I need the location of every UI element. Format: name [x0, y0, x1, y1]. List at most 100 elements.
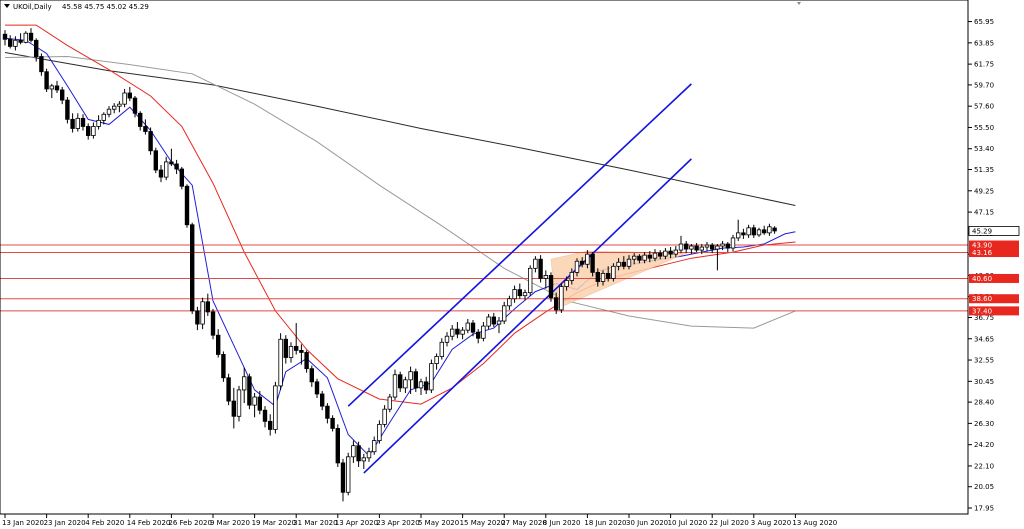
candle-body	[694, 245, 699, 251]
level-price-label: 40.60	[972, 275, 992, 283]
level-price-label: 38.60	[972, 295, 992, 303]
candle-body	[767, 226, 772, 234]
channel-lower-line	[363, 158, 692, 474]
candle-body	[637, 255, 642, 261]
y-tick-label: 36.75	[974, 314, 994, 322]
y-tick-label: 22.10	[974, 462, 994, 470]
candle-body	[226, 377, 231, 402]
candle-body	[325, 405, 330, 419]
candle-body	[189, 224, 195, 312]
candle-body	[465, 322, 470, 331]
candle-body	[429, 363, 434, 391]
plot-frame	[0, 0, 969, 515]
candle-body	[387, 396, 392, 410]
y-tick-label: 61.75	[974, 61, 994, 69]
candle-body	[434, 356, 439, 364]
candle-body	[569, 271, 574, 281]
candle-body	[481, 325, 486, 339]
candle-body	[470, 322, 476, 333]
candle-body	[356, 445, 361, 462]
candle-body	[600, 272, 606, 282]
x-tick-label: 19 Mar 2020	[252, 519, 296, 527]
candle-body	[345, 456, 351, 493]
dropdown-triangle-icon[interactable]	[4, 4, 10, 8]
candle-body	[444, 335, 450, 343]
candle-body	[720, 243, 725, 247]
candle-body	[632, 255, 637, 260]
y-tick-label: 30.45	[974, 378, 994, 386]
candle-body	[153, 150, 158, 171]
candle-body	[65, 99, 70, 120]
candle-body	[554, 297, 559, 311]
candle-body	[449, 328, 455, 337]
chart-shift-marker-icon	[797, 2, 801, 5]
candle-body	[668, 250, 673, 255]
candle-body	[75, 117, 80, 129]
candle-body	[278, 338, 283, 387]
x-tick-label: 13 Apr 2020	[335, 519, 378, 527]
x-tick-label: 3 Aug 2020	[751, 519, 791, 527]
candle-body	[2, 33, 8, 40]
candle-body	[730, 237, 736, 249]
x-tick-label: 13 Aug 2020	[792, 519, 837, 527]
channel-upper-line	[347, 83, 692, 407]
candle-body	[299, 350, 304, 353]
candle-body	[137, 112, 143, 127]
candle-body	[117, 103, 122, 107]
candle-body	[91, 126, 96, 136]
candle-body	[80, 117, 86, 127]
candle-body	[205, 301, 210, 313]
x-tick-label: 23 Jan 2020	[44, 519, 86, 527]
y-tick-label: 20.05	[974, 483, 994, 491]
candle-body	[715, 245, 720, 250]
x-tick-label: 13 Jan 2020	[2, 519, 44, 527]
candle-body	[184, 185, 190, 226]
x-tick-label: 9 Mar 2020	[210, 519, 250, 527]
candle-body	[392, 374, 398, 398]
candle-body	[486, 316, 491, 327]
y-tick-label: 26.30	[974, 420, 994, 428]
candle-body	[293, 345, 299, 351]
candle-body	[215, 334, 221, 355]
candle-body	[658, 252, 663, 257]
candle-body	[267, 420, 273, 430]
candle-body	[699, 246, 704, 251]
candle-body	[340, 462, 346, 493]
y-tick-label: 28.40	[974, 399, 994, 407]
candle-body	[413, 371, 418, 389]
x-tick-label: 4 Feb 2020	[85, 519, 124, 527]
candle-body	[351, 445, 356, 458]
trend-channel-layer	[347, 83, 692, 474]
candle-body	[590, 253, 595, 273]
level-price-badge	[969, 273, 1019, 283]
candle-body	[132, 97, 138, 114]
candle-body	[756, 229, 762, 236]
candle-body	[704, 244, 710, 248]
candle-body	[736, 232, 741, 239]
candle-body	[319, 393, 325, 407]
candle-body	[54, 85, 60, 91]
candle-body	[309, 368, 314, 383]
candle-body	[517, 289, 522, 297]
level-price-label: 43.16	[972, 249, 993, 257]
last-price-label: 45.29	[972, 227, 992, 235]
y-tick-label: 49.25	[974, 187, 994, 195]
candle-body	[179, 168, 184, 187]
y-tick-label: 63.85	[974, 39, 994, 47]
candle-body	[689, 245, 694, 250]
x-tick-label: 31 Mar 2020	[293, 519, 337, 527]
level-price-label: 37.40	[972, 307, 992, 315]
candle-body	[647, 254, 652, 259]
candle-body	[423, 381, 429, 391]
x-tick-label: 18 Jun 2020	[584, 519, 626, 527]
ohlc-readout: 45.58 45.75 45.02 45.29	[62, 3, 149, 11]
candle-body	[548, 275, 554, 299]
candle-body	[616, 261, 621, 267]
x-tick-label: 10 Jul 2020	[668, 519, 708, 527]
level-price-badge	[969, 306, 1019, 316]
candle-body	[621, 261, 626, 267]
candle-body	[673, 249, 678, 255]
y-tick-label: 47.15	[974, 209, 994, 217]
candle-body	[221, 354, 226, 379]
